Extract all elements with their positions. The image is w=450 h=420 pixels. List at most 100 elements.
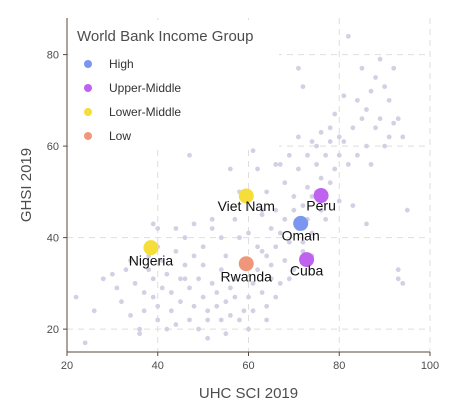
data-point bbox=[259, 248, 265, 254]
data-point bbox=[291, 267, 297, 273]
data-point bbox=[232, 276, 238, 282]
data-point bbox=[218, 267, 224, 273]
data-point bbox=[227, 312, 233, 318]
data-point bbox=[182, 235, 188, 241]
legend-panel bbox=[69, 20, 279, 148]
x-tick-label: 20 bbox=[61, 360, 73, 372]
data-point bbox=[255, 244, 260, 250]
data-point bbox=[246, 326, 251, 332]
data-point bbox=[209, 216, 215, 222]
data-point bbox=[314, 143, 319, 149]
data-point bbox=[137, 326, 143, 332]
data-point bbox=[273, 162, 279, 167]
data-point bbox=[291, 194, 297, 199]
country-label-oman: Oman bbox=[282, 227, 320, 243]
data-point bbox=[277, 230, 283, 236]
data-point bbox=[164, 326, 170, 332]
data-point bbox=[241, 308, 247, 314]
legend-swatch-low bbox=[84, 132, 92, 140]
data-point bbox=[259, 290, 265, 295]
data-point bbox=[364, 221, 369, 227]
data-point bbox=[232, 294, 238, 300]
data-point bbox=[196, 276, 201, 282]
data-point bbox=[282, 258, 288, 263]
data-point bbox=[250, 280, 256, 286]
data-point bbox=[196, 326, 201, 332]
data-point bbox=[277, 162, 283, 167]
data-point bbox=[377, 56, 383, 62]
data-point bbox=[191, 253, 197, 259]
data-point bbox=[246, 294, 251, 300]
country-labels: Nigeria Viet Nam Peru Oman Cuba Rwanda bbox=[129, 198, 336, 285]
data-point bbox=[300, 239, 306, 245]
data-point bbox=[128, 258, 133, 263]
data-point bbox=[100, 276, 106, 282]
data-point bbox=[187, 152, 192, 158]
data-point bbox=[264, 253, 270, 259]
data-point bbox=[350, 125, 356, 131]
country-label-peru: Peru bbox=[306, 198, 336, 214]
data-point bbox=[187, 317, 192, 323]
data-point bbox=[259, 212, 265, 218]
data-point bbox=[273, 294, 279, 300]
data-point bbox=[178, 276, 183, 282]
highlighted-point-peru bbox=[313, 188, 329, 204]
data-point bbox=[395, 267, 401, 273]
data-point bbox=[250, 148, 256, 154]
data-point bbox=[132, 280, 138, 286]
data-point bbox=[318, 175, 324, 181]
data-point bbox=[332, 166, 338, 172]
y-tick-label: 40 bbox=[47, 233, 59, 245]
data-point bbox=[395, 276, 401, 282]
data-point bbox=[291, 207, 297, 213]
data-point bbox=[327, 180, 333, 186]
data-point bbox=[164, 271, 170, 277]
data-point bbox=[205, 335, 211, 341]
data-point bbox=[277, 280, 283, 286]
data-point bbox=[314, 162, 319, 167]
data-point bbox=[73, 294, 79, 300]
country-label-rwanda: Rwanda bbox=[221, 269, 273, 285]
data-point bbox=[123, 267, 129, 273]
data-point bbox=[345, 33, 351, 39]
data-point bbox=[323, 216, 329, 222]
data-point bbox=[400, 134, 406, 140]
data-point bbox=[150, 221, 156, 227]
data-point bbox=[345, 162, 351, 167]
data-point bbox=[82, 340, 88, 346]
data-point bbox=[218, 235, 224, 241]
data-point bbox=[318, 207, 324, 213]
data-point bbox=[237, 235, 242, 241]
data-point bbox=[282, 216, 288, 222]
data-point bbox=[318, 129, 324, 135]
data-point bbox=[178, 299, 183, 305]
legend-label-high: High bbox=[109, 57, 134, 71]
data-point bbox=[200, 294, 206, 300]
data-point bbox=[336, 198, 342, 204]
data-point bbox=[264, 303, 270, 309]
y-tick-label: 60 bbox=[47, 141, 59, 153]
data-point bbox=[182, 262, 188, 268]
data-point bbox=[218, 317, 224, 323]
data-point bbox=[273, 207, 279, 213]
data-point bbox=[336, 152, 342, 158]
x-tick-label: 60 bbox=[242, 360, 254, 372]
data-point bbox=[386, 134, 392, 140]
legend-label-lower-middle: Lower-Middle bbox=[109, 105, 181, 119]
x-tick-label: 80 bbox=[333, 360, 345, 372]
data-point bbox=[250, 308, 256, 314]
data-point bbox=[246, 230, 251, 236]
x-axis-title: UHC SCI 2019 bbox=[199, 385, 298, 402]
data-point bbox=[223, 331, 229, 337]
data-point bbox=[141, 308, 147, 314]
legend-label-upper-middle: Upper-Middle bbox=[109, 81, 181, 95]
data-point bbox=[386, 97, 392, 103]
data-point bbox=[327, 125, 333, 131]
data-point bbox=[341, 93, 347, 99]
data-point bbox=[173, 322, 179, 327]
data-point bbox=[336, 134, 342, 140]
data-point bbox=[382, 143, 388, 149]
data-point bbox=[350, 203, 356, 208]
data-point bbox=[168, 308, 174, 314]
highlighted-point-rwanda bbox=[238, 256, 254, 272]
